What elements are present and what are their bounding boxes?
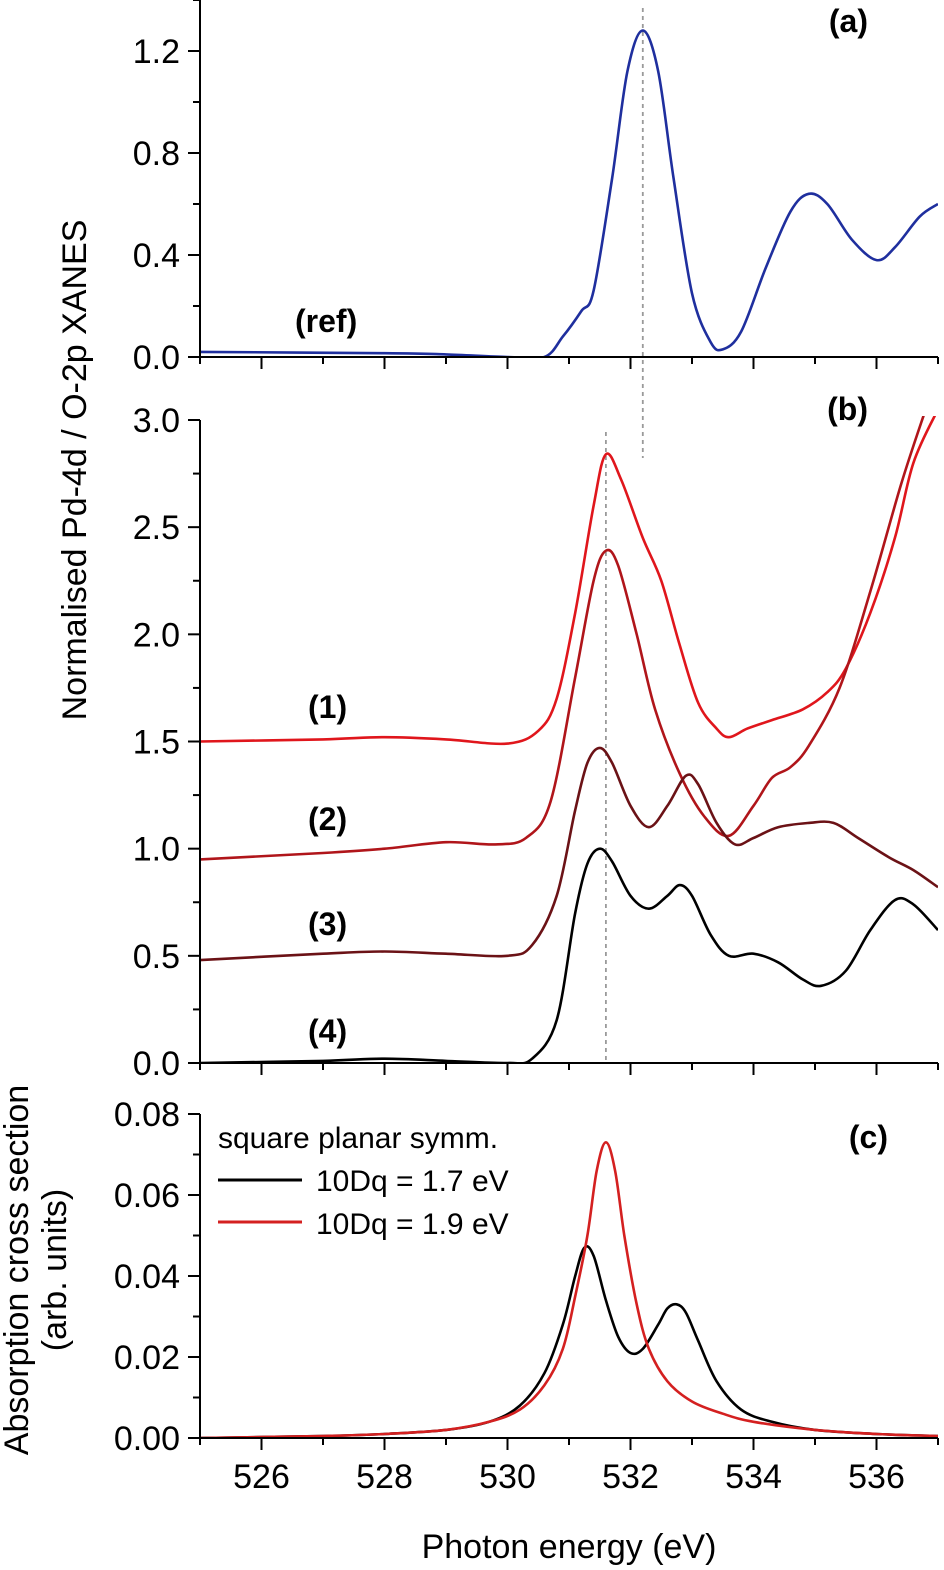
panel-c-y-axis-title-line1: Absorption cross section	[0, 1085, 36, 1455]
series-line-b-1	[200, 416, 925, 861]
series-line-c-0	[200, 1245, 938, 1438]
panel-b-axes	[199, 420, 938, 1064]
y-tick-label-c: 0.00	[114, 1420, 180, 1458]
series-label-3: (3)	[308, 906, 347, 942]
legend-entry-1-9: 10Dq = 1.9 eV	[316, 1208, 509, 1241]
series-label-4: (4)	[308, 1013, 347, 1049]
y-tick-label-b: 0.0	[133, 1045, 180, 1083]
panel-a-ticks: 0.0 0.4 0.8 1.2	[133, 0, 939, 377]
y-tick-label-b: 0.5	[133, 938, 180, 976]
panel-c: 0.00 0.02 0.04 0.06 0.08 526 528 530 532 534 536 (…	[0, 1085, 939, 1566]
panel-c-curves	[200, 1141, 938, 1438]
y-tick-label-c: 0.02	[114, 1339, 180, 1377]
legend-entry-1-7: 10Dq = 1.7 eV	[316, 1165, 509, 1198]
panel-c-ticks: 0.00 0.02 0.04 0.06 0.08 526 528 530 532 534 536	[114, 1096, 939, 1496]
panel-a: 0.0 0.4 0.8 1.2 (a) (ref)	[133, 0, 939, 458]
x-tick-label: 536	[848, 1458, 905, 1496]
panel-a-series-label-ref: (ref)	[295, 303, 357, 339]
y-tick-label-b: 2.5	[133, 509, 180, 547]
x-axis-title: Photon energy (eV)	[422, 1528, 717, 1566]
panel-c-axes	[199, 1114, 938, 1439]
series-line-b-0	[200, 416, 937, 746]
panel-b: 0.0 0.5 1.0 1.5 2.0 2.5 3.0 (b) (1) (2) (3) (4…	[56, 220, 939, 1083]
x-tick-label: 534	[725, 1458, 782, 1496]
panel-b-curves	[200, 416, 938, 1063]
y-tick-label-c: 0.06	[114, 1177, 180, 1215]
y-tick-label-a: 0.4	[133, 237, 180, 275]
panel-b-ticks: 0.0 0.5 1.0 1.5 2.0 2.5 3.0	[133, 402, 939, 1083]
series-line-b-2	[200, 746, 938, 962]
panel-b-label: (b)	[827, 391, 868, 427]
y-tick-label-b: 1.5	[133, 724, 180, 762]
y-tick-label-a: 1.2	[133, 33, 180, 71]
series-line-a-0	[200, 29, 938, 357]
y-tick-label-a: 0.0	[133, 339, 180, 377]
y-tick-label-c: 0.04	[114, 1258, 180, 1296]
y-tick-label-a: 0.8	[133, 135, 180, 173]
panel-b-y-axis-title: Normalised Pd-4d / O-2p XANES	[56, 220, 94, 721]
panel-c-label: (c)	[849, 1119, 888, 1155]
x-tick-label: 526	[233, 1458, 290, 1496]
panel-c-y-axis-title-line2: (arb. units)	[36, 1189, 74, 1352]
x-tick-label: 532	[602, 1458, 659, 1496]
panel-a-curves	[200, 29, 938, 357]
series-label-1: (1)	[308, 689, 347, 725]
panel-a-label: (a)	[829, 3, 868, 39]
legend-title: square planar symm.	[218, 1122, 498, 1155]
y-tick-label-b: 3.0	[133, 402, 180, 440]
y-tick-label-c: 0.08	[114, 1096, 180, 1134]
series-line-c-1	[200, 1141, 938, 1438]
y-tick-label-b: 2.0	[133, 616, 180, 654]
x-tick-label: 530	[479, 1458, 536, 1496]
y-tick-label-b: 1.0	[133, 831, 180, 869]
x-tick-label: 528	[356, 1458, 413, 1496]
series-label-2: (2)	[308, 801, 347, 837]
